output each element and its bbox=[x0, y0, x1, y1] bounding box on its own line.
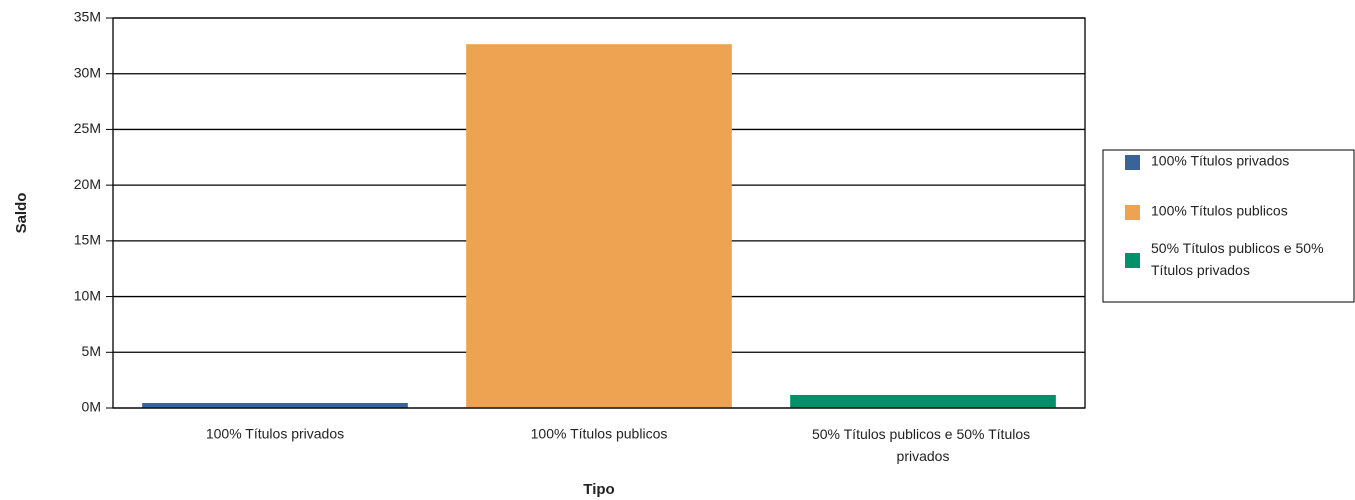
legend-swatch bbox=[1125, 155, 1140, 170]
legend-swatch bbox=[1125, 205, 1140, 220]
x-tick-label: 100% Títulos privados bbox=[206, 426, 344, 442]
plot-frame bbox=[112, 17, 1086, 409]
x-tick-label: 100% Títulos publicos bbox=[531, 426, 668, 442]
legend-swatch bbox=[1125, 253, 1140, 268]
y-tick-label: 30M bbox=[74, 64, 101, 80]
x-tick-label: 50% Títulos publicos e 50% Títulos priva… bbox=[812, 426, 1034, 464]
y-axis-title: Saldo bbox=[13, 193, 30, 234]
legend-label: 100% Títulos privados bbox=[1151, 153, 1289, 169]
y-tick-label: 15M bbox=[74, 232, 101, 248]
bar bbox=[142, 402, 408, 408]
y-tick-label: 20M bbox=[74, 176, 101, 192]
x-axis-title: Tipo bbox=[583, 481, 614, 498]
bar bbox=[790, 394, 1056, 408]
y-tick-label: 5M bbox=[82, 343, 101, 359]
legend-label: 100% Títulos publicos bbox=[1151, 203, 1288, 219]
y-tick-label: 25M bbox=[74, 120, 101, 136]
legend-label: 50% Títulos publicos e 50% Títulos priva… bbox=[1151, 240, 1327, 278]
y-tick-label: 10M bbox=[74, 287, 101, 303]
y-tick-label: 0M bbox=[82, 399, 101, 415]
bar bbox=[466, 44, 732, 408]
legend-box bbox=[1102, 149, 1355, 303]
y-tick-label: 35M bbox=[74, 9, 101, 25]
